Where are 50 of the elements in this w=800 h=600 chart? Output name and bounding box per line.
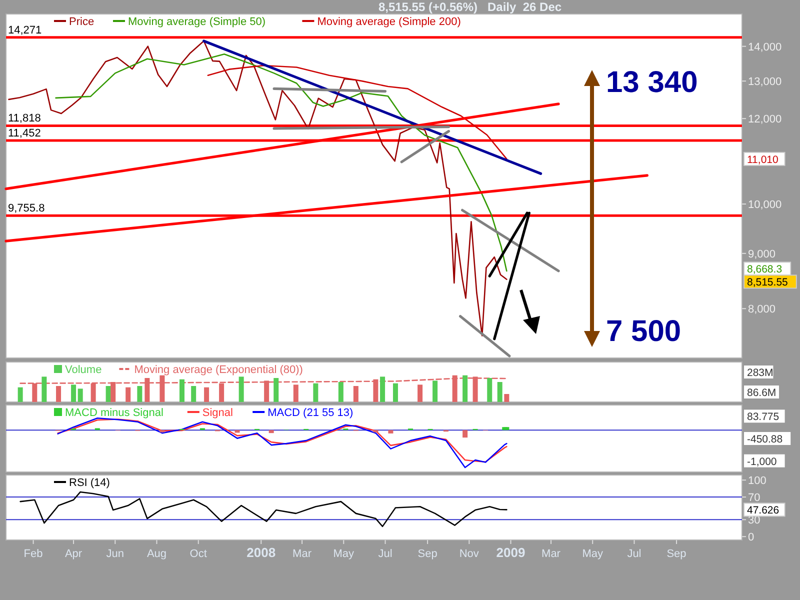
legend-label: Moving average (Exponential (80)) bbox=[134, 364, 303, 376]
x-tick-label: 2009 bbox=[496, 545, 526, 560]
y-tick-label: 12,000 bbox=[748, 114, 782, 126]
x-tick-label: May bbox=[333, 548, 355, 560]
x-tick-label: Aug bbox=[146, 548, 167, 560]
y-tick-label: 13,000 bbox=[748, 76, 782, 88]
text: 8,668.3 bbox=[747, 264, 782, 276]
ref-line-label: 11,452 bbox=[8, 127, 41, 140]
x-tick-label: Jul bbox=[627, 548, 642, 560]
text: 11,010 bbox=[747, 154, 778, 166]
legend-label: Moving average (Simple 200) bbox=[317, 16, 461, 28]
legend-label: Moving average (Simple 50) bbox=[128, 16, 266, 28]
y-tick-label: 14,000 bbox=[748, 41, 782, 54]
chart-title: 8,515.55 (+0.56%) Daily 26 Dec bbox=[378, 0, 562, 14]
x-tick-label: Sep bbox=[666, 548, 686, 560]
annotation: 7 500 bbox=[606, 314, 682, 348]
legend-label: MACD minus Signal bbox=[65, 407, 164, 419]
y-tick-label: 70 bbox=[748, 492, 760, 504]
y-tick-label: 8,000 bbox=[748, 304, 776, 316]
x-tick-label: Nov bbox=[459, 548, 480, 560]
x-tick-label: Jul bbox=[378, 548, 392, 560]
x-tick-label: Feb bbox=[24, 548, 43, 560]
x-tick-label: Mar bbox=[542, 548, 561, 560]
x-tick-label: May bbox=[582, 548, 604, 560]
text: 47.626 bbox=[747, 504, 780, 517]
x-tick-label: Oct bbox=[190, 548, 207, 560]
ref-line-label: 11,818 bbox=[8, 112, 41, 125]
x-tick-label: Mar bbox=[292, 548, 312, 560]
x-tick-label: Sep bbox=[418, 548, 438, 560]
legend-label: RSI (14) bbox=[69, 477, 110, 489]
text: 83.775 bbox=[747, 411, 780, 424]
legend-label: Volume bbox=[65, 364, 102, 376]
text: 283M bbox=[747, 367, 774, 379]
legend-label: Price bbox=[69, 16, 94, 28]
text: 86.6M bbox=[747, 387, 776, 399]
x-tick-label: Jun bbox=[106, 548, 124, 560]
text: -450.88 bbox=[747, 434, 783, 446]
y-tick-label: 0 bbox=[748, 532, 754, 544]
text: 8,515.55 bbox=[747, 276, 788, 289]
annotation: 13 340 bbox=[606, 66, 698, 99]
legend-label: Signal bbox=[202, 407, 233, 419]
legend-label: MACD (21 55 13) bbox=[268, 407, 354, 419]
y-tick-label: 100 bbox=[748, 475, 766, 488]
ref-line-label: 9,755.8 bbox=[8, 202, 45, 215]
x-tick-label: 2008 bbox=[246, 545, 276, 560]
text: -1,000 bbox=[747, 456, 777, 468]
x-tick-label: Apr bbox=[64, 548, 82, 560]
y-tick-label: 9,000 bbox=[748, 248, 776, 260]
ref-line-label: 14,271 bbox=[8, 24, 42, 36]
y-tick-label: 10,000 bbox=[748, 199, 782, 212]
